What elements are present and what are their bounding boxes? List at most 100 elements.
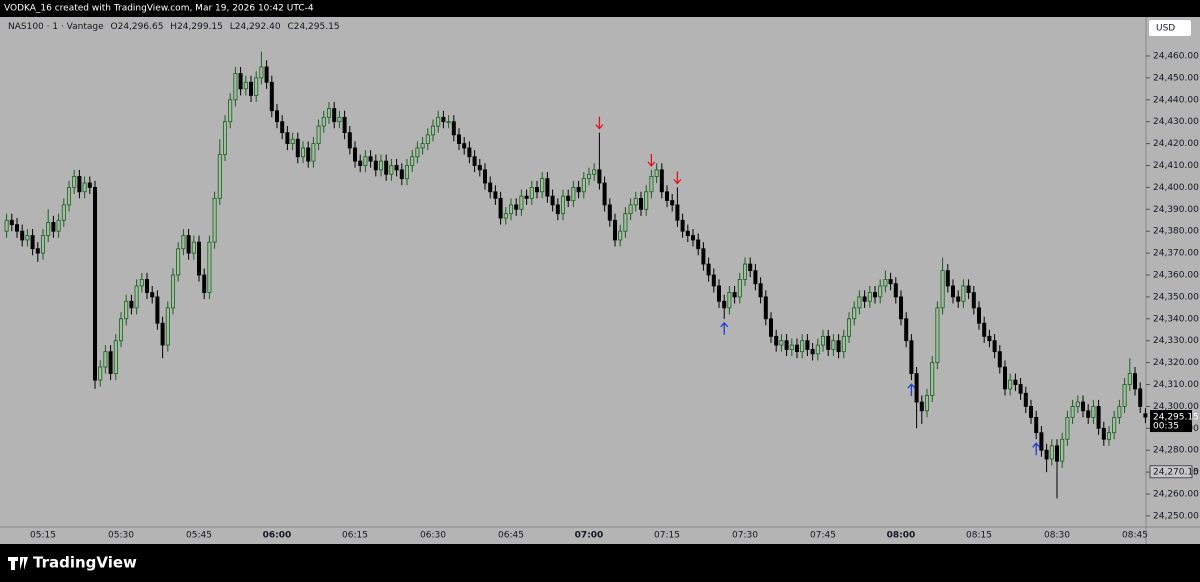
candle-body [113,340,118,374]
candle-body [665,191,670,201]
legend-high: H24,299.15 [170,22,223,32]
candle-body [176,248,181,276]
candle-body [306,147,311,162]
candle-body [436,116,441,127]
candle-body [519,195,524,210]
candle-body [217,154,222,199]
brand-logo [8,557,28,570]
candle-body [264,66,269,83]
brand-name: TradingView [33,554,137,572]
candle-body [789,344,794,350]
candle-body [566,195,571,201]
candle-body [430,125,435,136]
candle-body [98,366,103,381]
candle-body [332,108,337,123]
candle-body [659,169,664,193]
countdown-label: 00:35 [1153,422,1179,432]
candle-body [61,204,66,221]
candle-body [441,116,446,123]
candle-body [1070,406,1075,418]
candle-body [139,278,144,287]
candle-body [1055,445,1060,462]
candle-body [1086,410,1091,418]
candle-body [576,186,581,193]
candle-body [274,110,279,123]
candle-body [561,195,566,215]
y-tick-label: 24,450.00 [1153,73,1199,83]
candle-body [888,278,893,285]
candle-body [103,351,108,368]
candle-body [67,186,72,206]
candle-body [311,143,316,162]
y-tick-label: 24,370.00 [1153,249,1199,259]
header-title: VODKA_16 created with TradingView.com, M… [4,4,314,14]
candle-body [987,335,992,342]
x-tick-label: 05:30 [108,531,134,541]
candle-body [649,176,654,193]
candle-body [930,362,935,396]
candle-body [737,278,742,298]
x-tick-label: 07:15 [654,531,680,541]
candle-body [1112,416,1117,434]
y-tick-label: 24,250.00 [1153,511,1199,521]
candle-body [763,296,768,320]
candle-body [202,274,207,293]
candle-body [77,176,82,193]
legend-symbol: NAS100 · 1 · Vantage [8,22,104,32]
candle-body [784,340,789,350]
candle-body [899,296,904,320]
alert-price-label: 24,270.15 [1153,467,1199,477]
candle-body [1143,413,1148,418]
candle-body [93,186,98,381]
candle-body [529,186,534,199]
candle-body [1065,416,1070,440]
candle-body [680,219,685,232]
y-tick-label: 24,380.00 [1153,227,1199,237]
candle-body [342,116,347,134]
candle-body [347,132,352,149]
candle-body [1044,449,1049,460]
candle-body [46,222,51,236]
candle-body [618,230,623,241]
x-tick-label: 08:00 [887,531,916,541]
currency-button[interactable] [1149,20,1191,36]
candle-body [399,169,404,180]
x-tick-label: 08:45 [1122,531,1148,541]
candle-body [545,178,550,197]
candle-body [800,340,805,353]
candle-body [675,204,680,221]
candle-body [815,344,820,355]
candle-body [644,191,649,210]
candle-body [1096,406,1101,429]
candle-body [150,292,155,298]
y-tick-label: 24,280.00 [1153,446,1199,456]
candle-body [295,138,300,158]
candle-body [613,219,618,241]
candle-body [1008,379,1013,390]
candle-body [160,322,165,346]
candle-body [670,200,675,206]
candle-body [300,147,305,158]
x-tick-label: 06:45 [498,531,524,541]
candle-body [971,292,976,309]
candle-body [72,176,77,188]
candle-body [1101,427,1106,440]
candle-body [1133,373,1138,390]
candle-body [378,160,383,171]
candle-body [326,108,331,118]
candle-body [951,285,956,298]
candle-body [51,222,56,232]
candle-body [285,132,290,144]
sell-signal [595,116,604,130]
candle-body [467,147,472,158]
candle-body [358,160,363,166]
candle-body [207,241,212,293]
candle-body [727,292,732,309]
candle-body [477,165,482,171]
candle-body [212,197,217,243]
candle-body [482,169,487,184]
candle-body [836,340,841,353]
candle-body [259,66,264,79]
sell-signal [673,171,682,185]
candle-body [1075,401,1080,407]
